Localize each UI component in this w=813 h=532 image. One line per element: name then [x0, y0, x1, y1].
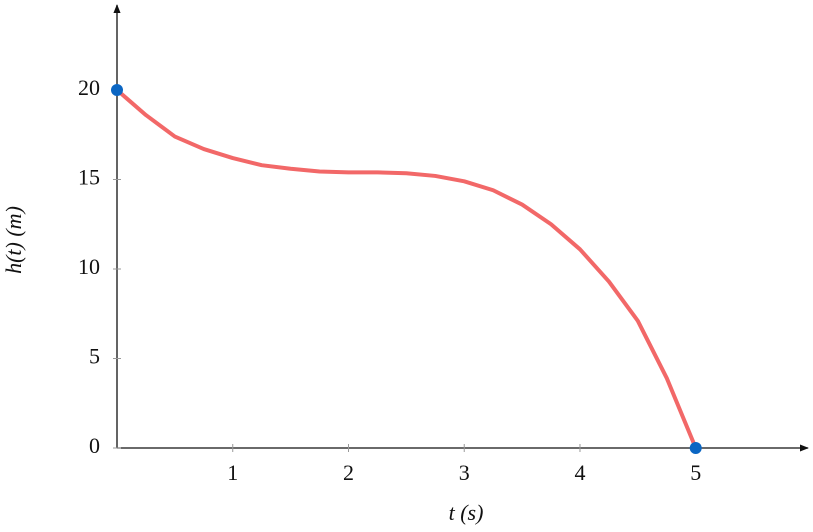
y-axis-label: h(t) (m): [1, 206, 26, 274]
y-tick-label: 15: [78, 165, 100, 190]
y-tick-label: 10: [78, 254, 100, 279]
x-tick-label: 4: [574, 460, 585, 485]
point: [689, 442, 702, 454]
x-tick-label: 5: [690, 460, 701, 485]
x-tick-label: 3: [459, 460, 470, 485]
x-tick-label: 2: [343, 460, 354, 485]
x-axis-label: t (s): [449, 500, 484, 525]
y-tick-label: 5: [89, 344, 100, 369]
y-tick-label: 0: [89, 433, 100, 458]
line: [115, 88, 698, 450]
y-tick-label: 20: [78, 75, 100, 100]
x-tick-label: 1: [227, 460, 238, 485]
point: [111, 84, 123, 97]
